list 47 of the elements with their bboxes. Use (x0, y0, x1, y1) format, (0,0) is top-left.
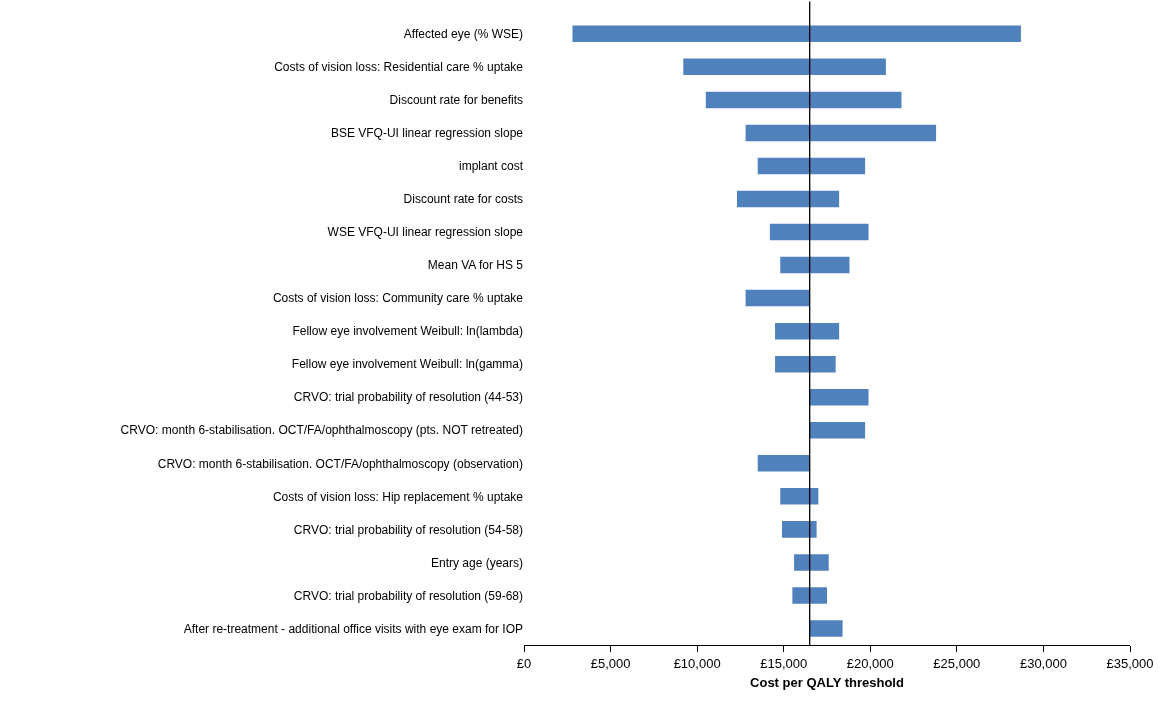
y-tick-label: Costs of vision loss: Community care % uptake (272, 291, 524, 306)
x-tick-label: £35,000 (1106, 655, 1154, 671)
y-tick-label: Fellow eye involvement Weibull: ln(gamma) (291, 357, 523, 372)
bar (792, 587, 827, 604)
y-tick-label: Entry age (years) (430, 555, 523, 570)
y-tick-label: CRVO: trial probability of resolution (54-58) (293, 522, 523, 537)
bar (809, 422, 866, 439)
y-tick-label: BSE VFQ-UI linear regression slope (330, 126, 524, 141)
bar (736, 190, 840, 208)
bar (780, 256, 850, 274)
bar (809, 388, 869, 406)
y-tick-label: CRVO: month 6-stabilisation. OCT/FA/ophthalmoscopy (pts. NOT retreated) (120, 423, 523, 438)
y-tick-label: CRVO: trial probability of resolution (59-68) (293, 588, 523, 603)
y-tick-label: After re-treatment - additional office visits with eye exam for IOP (183, 621, 523, 636)
y-tick-label: Discount rate for benefits (389, 93, 523, 108)
bar (745, 124, 937, 142)
x-tick-label: £25,000 (933, 655, 981, 671)
y-tick-label: Mean VA for HS 5 (427, 258, 524, 273)
x-tick-label: £0 (516, 655, 532, 671)
y-tick-label: Affected eye (% WSE) (403, 27, 523, 42)
y-tick-label: CRVO: trial probability of resolution (44-53) (293, 390, 523, 405)
bar (745, 289, 810, 307)
bar (809, 620, 843, 637)
y-tick-label: Fellow eye involvement Weibull: ln(lambda) (292, 324, 523, 339)
y-tick-label: CRVO: month 6-stabilisation. OCT/FA/ophthalmoscopy (observation) (157, 456, 523, 471)
bar (757, 455, 810, 472)
x-tick-label: £20,000 (846, 655, 894, 671)
bar (775, 355, 836, 373)
x-axis-title: Cost per QALY threshold (750, 675, 904, 691)
bar (705, 91, 902, 109)
x-tick-label: £15,000 (760, 655, 808, 671)
bar (794, 554, 829, 571)
bar (781, 521, 817, 538)
bar (775, 322, 840, 340)
y-tick-label: implant cost (458, 159, 524, 174)
x-tick-label: £10,000 (673, 655, 721, 671)
y-tick-label: Discount rate for costs (403, 192, 523, 207)
x-tick-label: £30,000 (1019, 655, 1067, 671)
y-tick-label: Costs of vision loss: Hip replacement % uptake (272, 489, 524, 504)
bar (572, 25, 1021, 43)
bar (780, 488, 819, 505)
bar (769, 223, 869, 241)
x-tick-label: £5,000 (590, 655, 631, 671)
bar (757, 157, 866, 175)
y-tick-label: WSE VFQ-UI linear regression slope (327, 225, 524, 240)
y-tick-label: Costs of vision loss: Residential care % uptake (274, 60, 524, 75)
bar (683, 58, 886, 76)
